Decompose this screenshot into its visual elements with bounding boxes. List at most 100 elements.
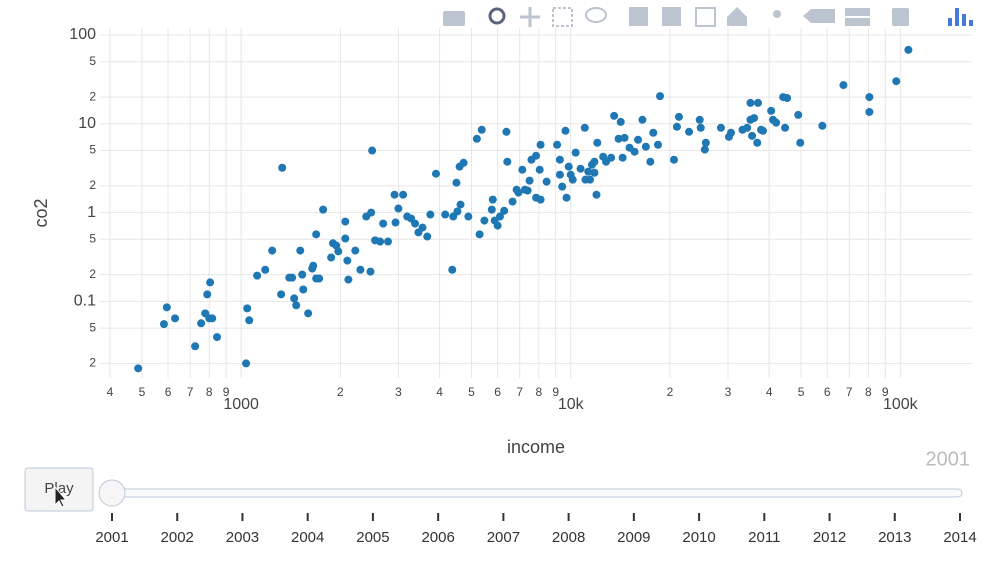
hover-compare-icon[interactable] <box>845 8 870 16</box>
point <box>839 81 848 90</box>
point <box>213 333 222 342</box>
slider-current-value: 2001 <box>926 448 971 470</box>
zoom-in-icon[interactable] <box>629 7 648 26</box>
slider-step-label[interactable]: 2008 <box>552 529 585 546</box>
x-tick-label: 9 <box>223 385 230 399</box>
point <box>288 273 297 282</box>
point <box>366 267 375 276</box>
slider-step-label[interactable]: 2010 <box>682 529 715 546</box>
play-button[interactable] <box>24 467 94 512</box>
point <box>356 265 365 274</box>
slider-step-label[interactable]: 2003 <box>226 529 259 546</box>
point <box>593 138 602 147</box>
slider-track[interactable] <box>111 488 963 498</box>
point <box>268 246 277 255</box>
point <box>592 190 601 199</box>
slider-step-label[interactable]: 2007 <box>487 529 520 546</box>
play-button-label: Play <box>44 480 74 497</box>
x-tick-label: 5 <box>139 385 146 399</box>
y-tick-label: 5 <box>89 320 96 334</box>
point <box>208 314 217 323</box>
point <box>585 175 594 184</box>
point <box>654 140 663 149</box>
point <box>701 138 710 147</box>
y-tick-label: 5 <box>89 54 96 68</box>
x-tick-label: 2 <box>337 385 344 399</box>
point <box>418 223 427 232</box>
x-tick-label: 2 <box>667 385 674 399</box>
slider-step-label[interactable]: 2001 <box>95 529 128 546</box>
select-icon[interactable] <box>552 7 573 27</box>
point <box>290 294 299 303</box>
point <box>203 290 212 299</box>
slider-step-label[interactable]: 2013 <box>878 529 911 546</box>
point <box>292 301 301 310</box>
zoom-out-icon[interactable] <box>662 7 681 26</box>
point <box>656 92 665 101</box>
point <box>488 195 497 204</box>
point <box>750 114 759 123</box>
zoom-icon[interactable] <box>488 7 506 25</box>
point <box>299 285 308 294</box>
slider-step-label[interactable]: 2005 <box>356 529 389 546</box>
point <box>493 221 502 230</box>
x-tick-label: 5 <box>798 385 805 399</box>
point <box>716 123 725 132</box>
point <box>568 175 577 184</box>
point <box>480 216 489 225</box>
slider-step-label[interactable]: 2009 <box>617 529 650 546</box>
y-tick-label: 2 <box>89 267 96 281</box>
point <box>758 126 767 135</box>
spike-icon[interactable] <box>773 10 781 18</box>
point <box>242 359 251 368</box>
point <box>630 147 639 156</box>
point <box>558 182 567 191</box>
lasso-icon[interactable] <box>585 7 607 23</box>
hover-closest-icon[interactable] <box>803 9 835 23</box>
slider-step-label[interactable]: 2012 <box>813 529 846 546</box>
slider-thumb[interactable] <box>98 479 126 507</box>
point <box>411 219 420 228</box>
point <box>367 208 376 217</box>
autoscale-icon[interactable] <box>695 7 716 27</box>
docs-icon[interactable] <box>892 8 909 26</box>
point <box>500 206 509 215</box>
x-tick-label: 6 <box>494 385 501 399</box>
home-icon[interactable] <box>727 7 747 26</box>
point <box>341 234 350 243</box>
point <box>379 219 388 228</box>
point <box>197 319 206 328</box>
point <box>638 115 647 124</box>
point <box>672 122 681 131</box>
slider-step-label[interactable]: 2002 <box>161 529 194 546</box>
hover-compare-icon-b[interactable] <box>845 18 870 26</box>
point <box>743 123 752 132</box>
x-tick-label: 4 <box>436 385 443 399</box>
slider-step-label[interactable]: 2004 <box>291 529 324 546</box>
pan-icon[interactable] <box>520 7 540 27</box>
point <box>315 274 324 283</box>
modebar <box>443 7 973 27</box>
plotly-logo[interactable] <box>948 8 973 26</box>
point <box>134 364 143 373</box>
point <box>523 186 532 195</box>
point <box>327 253 336 262</box>
x-tick-label: 4 <box>766 385 773 399</box>
point <box>616 117 625 126</box>
point <box>508 197 517 206</box>
x-tick-label: 8 <box>535 385 542 399</box>
point <box>334 247 343 256</box>
slider-step-label[interactable]: 2011 <box>748 529 780 546</box>
point <box>564 162 573 171</box>
x-tick-label: 4 <box>107 385 114 399</box>
point <box>394 204 403 213</box>
camera-icon[interactable] <box>443 11 465 26</box>
point <box>555 170 564 179</box>
slider-step-label[interactable]: 2014 <box>943 529 976 546</box>
point <box>576 164 585 173</box>
x-tick-label: 6 <box>165 385 172 399</box>
point <box>191 342 200 351</box>
point <box>620 133 629 142</box>
slider-step-label[interactable]: 2006 <box>421 529 454 546</box>
point <box>562 193 571 202</box>
